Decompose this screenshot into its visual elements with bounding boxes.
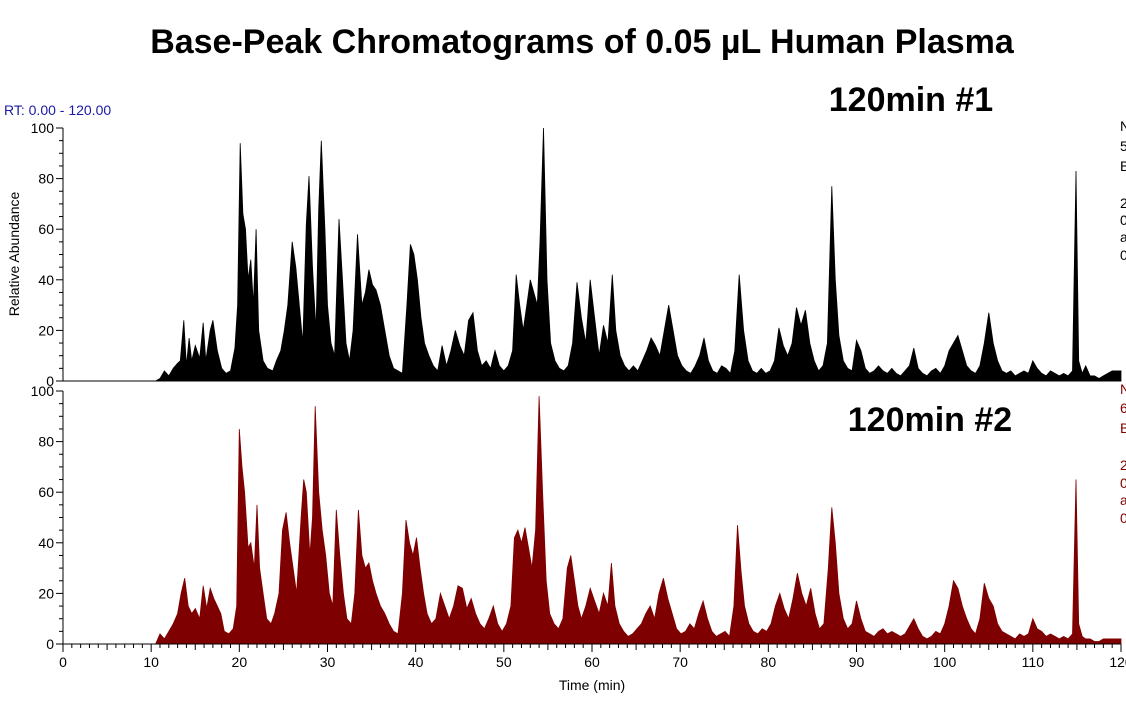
x-tick-label: 120 bbox=[1109, 654, 1126, 670]
side-label: a bbox=[1120, 229, 1126, 245]
side-label: 6 bbox=[1120, 400, 1126, 416]
side-label: 0 bbox=[1120, 510, 1126, 526]
y-tick-label: 40 bbox=[38, 272, 54, 288]
x-tick-label: 50 bbox=[496, 654, 512, 670]
side-label: 5 bbox=[1120, 138, 1126, 154]
x-tick-label: 80 bbox=[761, 654, 777, 670]
side-label: N bbox=[1120, 118, 1126, 134]
x-tick-label: 10 bbox=[143, 654, 159, 670]
side-labels-panel-1: N 5 B 2 0 a 0 bbox=[1120, 118, 1126, 263]
y-tick-label: 0 bbox=[46, 373, 54, 389]
rt-range-label: RT: 0.00 - 120.00 bbox=[4, 102, 111, 118]
side-label: 0 bbox=[1120, 212, 1126, 228]
x-tick-label: 110 bbox=[1022, 654, 1045, 670]
x-tick-label: 100 bbox=[933, 654, 957, 670]
x-tick-label: 0 bbox=[59, 654, 67, 670]
x-tick-label: 20 bbox=[232, 654, 248, 670]
y-tick-label: 60 bbox=[38, 484, 54, 500]
side-label: 0 bbox=[1120, 475, 1126, 491]
side-label: B bbox=[1120, 420, 1126, 436]
series-layer bbox=[63, 127, 1122, 645]
side-label: B bbox=[1120, 158, 1126, 174]
x-axis-label: Time (min) bbox=[559, 677, 625, 693]
series-trace-1 bbox=[63, 127, 1122, 382]
x-tick-label: 60 bbox=[584, 654, 600, 670]
y-axis-label: Relative Abundance bbox=[6, 192, 22, 317]
y-tick-label: 100 bbox=[31, 383, 55, 399]
y-tick-label: 0 bbox=[46, 636, 54, 652]
x-tick-label: 70 bbox=[672, 654, 688, 670]
side-label: N bbox=[1120, 381, 1126, 397]
side-labels-panel-2: N 6 B 2 0 a 0 bbox=[1120, 381, 1126, 526]
side-label: a bbox=[1120, 492, 1126, 508]
x-tick-label: 40 bbox=[408, 654, 424, 670]
side-label: 0 bbox=[1120, 247, 1126, 263]
series-trace-2 bbox=[63, 396, 1122, 645]
series-label-run-2: 120min #2 bbox=[848, 401, 1012, 439]
y-tick-label: 80 bbox=[38, 434, 54, 450]
y-tick-label: 100 bbox=[31, 120, 55, 136]
side-label: 2 bbox=[1120, 457, 1126, 473]
y-tick-label: 60 bbox=[38, 221, 54, 237]
y-tick-label: 20 bbox=[38, 585, 54, 601]
y-tick-label: 40 bbox=[38, 535, 54, 551]
x-tick-label: 90 bbox=[849, 654, 865, 670]
y-tick-label: 20 bbox=[38, 322, 54, 338]
side-label: 2 bbox=[1120, 195, 1126, 211]
chart-title: Base-Peak Chromatograms of 0.05 µL Human… bbox=[150, 23, 1015, 61]
series-label-run-1: 120min #1 bbox=[829, 81, 993, 119]
y-tick-label: 80 bbox=[38, 171, 54, 187]
x-tick-label: 30 bbox=[320, 654, 336, 670]
